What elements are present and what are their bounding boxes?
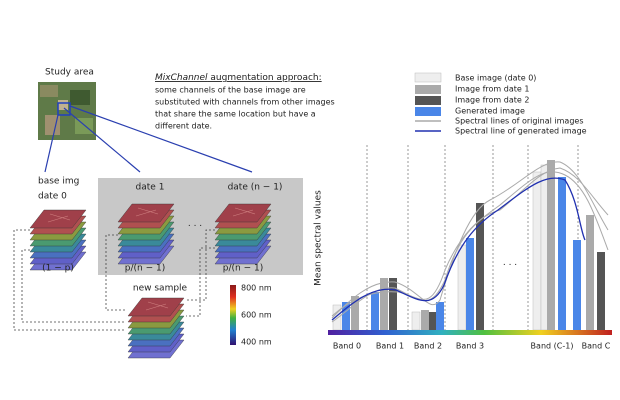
bar xyxy=(411,311,421,331)
description-line: that share the same location but have a xyxy=(155,110,316,119)
bar xyxy=(389,278,397,330)
spectral-bars xyxy=(332,160,605,331)
bar xyxy=(573,240,581,330)
legend-label: Generated image xyxy=(455,107,525,116)
date-label: date (n − 1) xyxy=(228,183,283,193)
bar xyxy=(597,252,605,330)
description-line: some channels of the base image are xyxy=(155,86,306,95)
bar xyxy=(476,203,484,330)
spectrum-bar xyxy=(328,330,612,335)
output-label: new sample xyxy=(133,284,188,294)
bar xyxy=(547,160,555,330)
legend-swatch xyxy=(415,85,441,94)
approach-title-rest: augmentation approach: xyxy=(208,73,322,83)
legend-label: Image from date 2 xyxy=(455,96,529,105)
bar xyxy=(429,312,437,330)
bar xyxy=(351,296,359,330)
wavelength-label: 400 nm xyxy=(241,338,272,347)
legend-swatch xyxy=(415,107,441,116)
bar xyxy=(380,278,388,330)
image-texture xyxy=(47,213,71,223)
bar xyxy=(586,215,594,330)
band-ellipsis: · · · xyxy=(503,261,517,271)
band-label: Band C xyxy=(582,342,611,351)
legend-label: Spectral lines of original images xyxy=(455,117,584,126)
approach-title-emphasis: MixChannel xyxy=(155,73,208,83)
weight-label: (1 − p) xyxy=(42,264,74,274)
connectors xyxy=(13,229,215,331)
satellite-image xyxy=(38,82,96,140)
bar xyxy=(342,302,350,330)
bar xyxy=(371,292,379,330)
legend-swatch xyxy=(415,96,441,105)
legend-label: Spectral line of generated image xyxy=(455,127,587,136)
band-label: Band 1 xyxy=(376,342,404,351)
band-separators xyxy=(366,145,579,330)
band-label: Band 3 xyxy=(456,342,484,351)
legend-swatch xyxy=(414,72,442,83)
image-texture xyxy=(232,207,256,217)
bar xyxy=(466,238,474,330)
image-texture xyxy=(135,207,159,217)
description-line: different date. xyxy=(155,122,212,131)
ellipsis: · · · xyxy=(188,222,202,232)
image-texture xyxy=(145,301,169,311)
legend-label: Image from date 1 xyxy=(455,85,529,94)
approach-title: MixChannel augmentation approach: xyxy=(155,73,322,83)
wavelength-label: 800 nm xyxy=(241,284,272,293)
bar xyxy=(421,310,429,330)
base-label: base img xyxy=(38,177,79,187)
description-line: substituted with channels from other ima… xyxy=(155,98,335,107)
legend: Base image (date 0) Image from date 1 Im… xyxy=(414,72,587,136)
bar xyxy=(532,171,542,331)
band-label: Band (C-1) xyxy=(531,342,574,351)
weight-label: p/(n − 1) xyxy=(223,264,263,274)
weight-label: p/(n − 1) xyxy=(125,264,165,274)
spectral-lines xyxy=(331,161,609,323)
wavelength-bar xyxy=(230,285,236,345)
y-axis-label: Mean spectral values xyxy=(314,190,324,286)
image-stacks xyxy=(29,203,272,359)
legend-label: Base image (date 0) xyxy=(455,74,536,83)
base-date: date 0 xyxy=(38,192,67,202)
bar xyxy=(558,177,566,330)
band-label: Band 0 xyxy=(333,342,361,351)
zoom-lines xyxy=(44,105,253,173)
wavelength-label: 600 nm xyxy=(241,311,272,320)
bar xyxy=(457,244,467,331)
date-label: date 1 xyxy=(136,183,165,193)
bar xyxy=(436,302,444,330)
study-area-label: Study area xyxy=(45,68,94,78)
band-label: Band 2 xyxy=(414,342,442,351)
